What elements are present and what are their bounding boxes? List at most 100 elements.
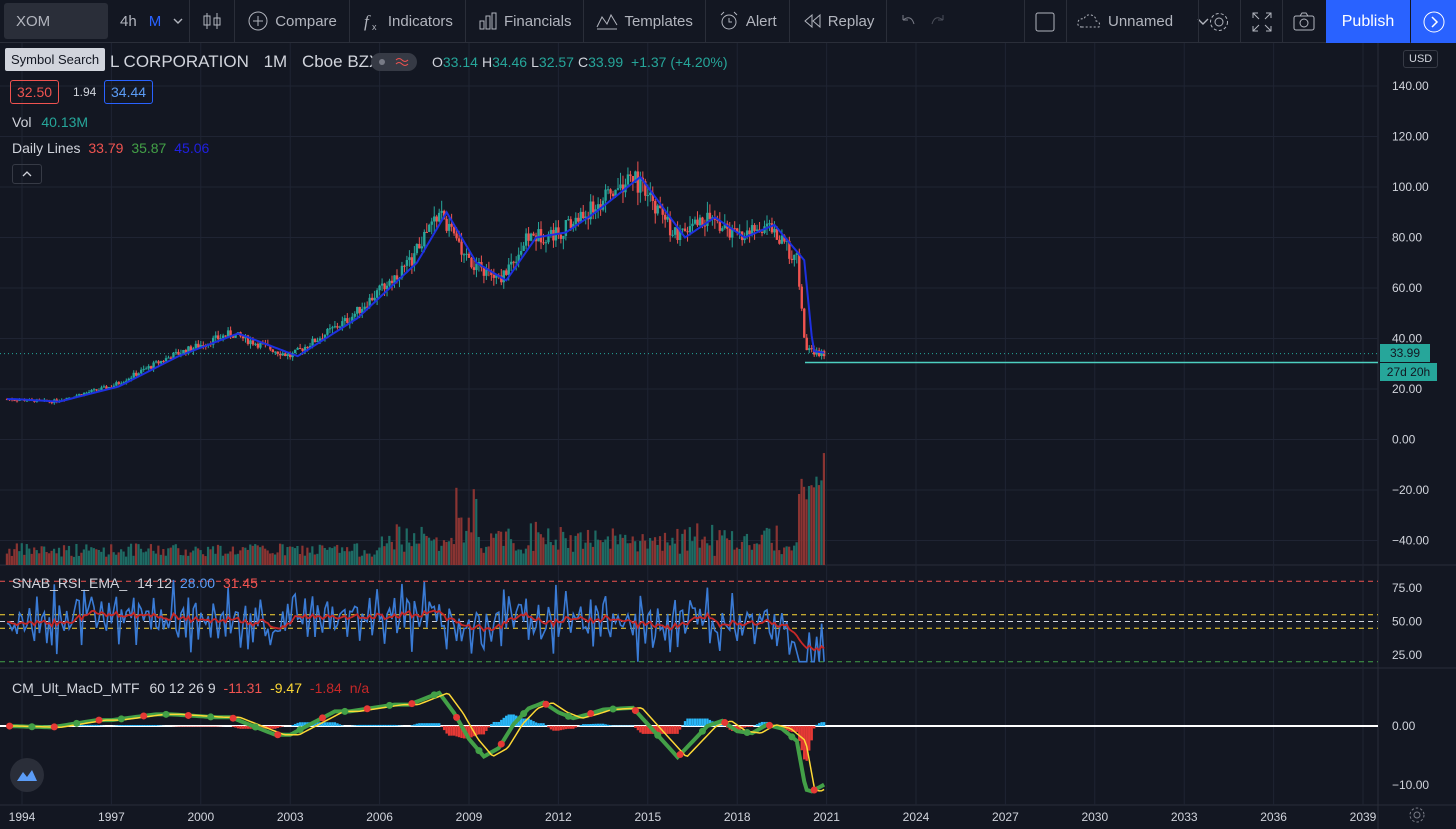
candle-body — [768, 223, 771, 225]
macd-histogram-bar — [639, 726, 642, 733]
volume-bar — [400, 544, 403, 565]
layout-name: Unnamed — [1108, 12, 1174, 30]
candle-body — [410, 257, 414, 266]
volume-bar — [192, 550, 195, 565]
financials-button[interactable]: Financials — [466, 0, 584, 43]
volume-bar — [390, 541, 393, 565]
volume-bar — [127, 546, 130, 565]
bid-price[interactable]: 32.50 — [10, 80, 60, 104]
macd-histogram-bar — [760, 721, 764, 726]
compare-button[interactable]: Compare — [235, 0, 349, 43]
volume-bar — [569, 535, 572, 565]
volume-bar — [725, 538, 729, 565]
volume-bar — [504, 531, 508, 565]
volume-bar — [311, 546, 314, 565]
macd-histogram-bar — [100, 725, 103, 726]
replay-button[interactable]: Replay — [790, 0, 887, 43]
volume-bar — [308, 552, 311, 565]
volume-bar — [721, 535, 724, 565]
ohlc-legend: O33.14 H34.46 L32.57 C33.99 +1.37 (+4.20%) — [432, 54, 728, 70]
macd-histogram-bar — [244, 726, 247, 729]
time-axis-settings[interactable] — [1408, 806, 1426, 829]
volume-bar — [795, 542, 798, 565]
volume-bar — [800, 478, 803, 565]
candle-body — [157, 361, 160, 364]
volume-bar — [636, 551, 639, 565]
undo-button[interactable] — [887, 0, 929, 43]
candle-body — [303, 346, 307, 351]
macd-histogram-bar — [132, 725, 135, 726]
candle-body — [423, 231, 426, 247]
candle-body — [351, 316, 354, 323]
layout-name-dropdown[interactable]: Unnamed — [1076, 12, 1209, 30]
interval-dropdown[interactable] — [167, 0, 189, 43]
candle-body — [85, 392, 88, 394]
candle-body — [544, 242, 548, 244]
time-axis-label: 2024 — [903, 810, 930, 824]
volume-bar — [763, 530, 766, 565]
layout-button[interactable] — [1034, 11, 1056, 38]
candle-body — [559, 234, 563, 239]
macd-cross-dot — [698, 727, 706, 735]
volume-bar — [144, 551, 148, 565]
candle-body — [271, 349, 275, 352]
chevron-down-icon — [1197, 18, 1209, 25]
templates-button[interactable]: Templates — [584, 0, 704, 43]
volume-bar — [817, 485, 821, 565]
fullscreen-button[interactable] — [1251, 11, 1273, 38]
candle-body — [316, 340, 319, 343]
candle-body — [666, 216, 669, 220]
chart-type-button[interactable] — [190, 0, 234, 43]
macd-cross-dot — [251, 723, 259, 731]
volume-bar — [28, 548, 31, 565]
candle-body — [336, 326, 339, 328]
volume-bar — [586, 529, 590, 565]
candle-body — [693, 219, 697, 224]
volume-bar — [524, 548, 528, 565]
volume-bar — [115, 554, 118, 565]
candle-body — [728, 228, 731, 238]
volume-bar — [482, 552, 485, 565]
volume-bar — [269, 553, 272, 565]
macd-histogram-bar — [430, 723, 433, 726]
volume-bar — [82, 549, 85, 565]
currency-badge[interactable]: USD — [1403, 50, 1439, 68]
collapse-legend-button[interactable] — [12, 164, 42, 184]
volume-bar — [211, 546, 215, 565]
redo-button[interactable] — [929, 0, 959, 43]
macd-histogram-bar — [663, 726, 667, 734]
settings-button[interactable] — [1208, 11, 1230, 38]
interval-4h[interactable]: 4h — [114, 0, 143, 43]
candle-body — [100, 387, 103, 391]
macd-histogram-bar — [380, 724, 384, 726]
market-status-badge[interactable] — [371, 53, 417, 71]
snapshot-button[interactable] — [1292, 11, 1316, 38]
ohlc-value-c: 33.99 — [588, 54, 624, 70]
candle-body — [465, 253, 468, 255]
volume-bar — [812, 487, 816, 565]
volume-bar — [579, 532, 582, 565]
macd-cross-dot — [229, 714, 237, 722]
macd-histogram-bar — [758, 722, 761, 726]
candle-body — [659, 205, 662, 209]
volume-bar — [693, 536, 696, 565]
interval-m[interactable]: M — [143, 0, 168, 43]
candle-body — [428, 224, 431, 232]
publish-menu-button[interactable] — [1411, 0, 1456, 43]
volume-bar — [77, 555, 81, 565]
tradingview-logo[interactable] — [10, 758, 44, 792]
candles-icon — [203, 13, 221, 29]
candle-body — [95, 389, 98, 391]
macd-histogram-bar — [154, 725, 158, 726]
publish-button[interactable]: Publish — [1326, 0, 1410, 43]
macd-histogram-bar — [552, 726, 555, 731]
candle-body — [663, 214, 667, 220]
volume-bar — [415, 543, 418, 565]
macd-histogram-bar — [793, 726, 796, 732]
ask-price[interactable]: 34.44 — [104, 80, 154, 104]
symbol-search-input[interactable]: XOM — [4, 3, 108, 39]
alert-button[interactable]: Alert — [706, 0, 789, 43]
candle-body — [214, 335, 217, 338]
